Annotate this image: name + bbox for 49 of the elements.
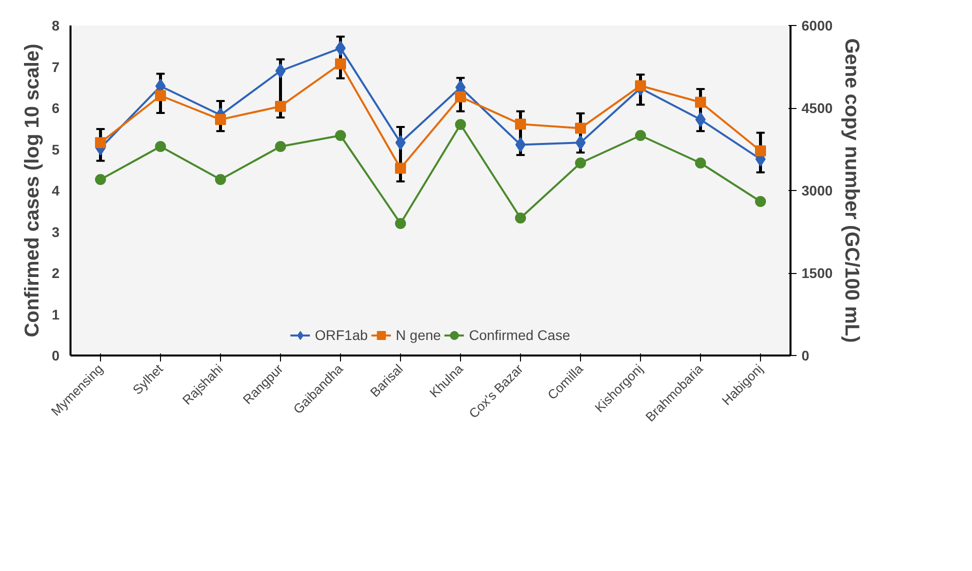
point: [275, 141, 286, 152]
y-tick-label: 4: [52, 182, 60, 198]
point: [95, 137, 106, 148]
point: [395, 135, 406, 150]
point: [455, 119, 466, 130]
point: [755, 196, 766, 207]
point: [515, 137, 526, 152]
point: [155, 141, 166, 152]
point: [335, 130, 346, 141]
y2-axis-title: Gene copy number (GC/100 mL): [840, 38, 863, 343]
point: [335, 58, 346, 70]
y2-tick-label: 4500: [802, 100, 833, 116]
point: [695, 112, 706, 128]
point: [455, 91, 466, 102]
point: [695, 158, 706, 168]
point: [215, 174, 226, 185]
point: [575, 122, 586, 134]
point: [575, 158, 586, 168]
y-tick-label: 6: [52, 100, 60, 116]
legend-label: Confirmed Case: [468, 327, 570, 343]
point: [335, 40, 346, 56]
point: [155, 90, 166, 102]
y-tick-label: 1: [52, 306, 60, 322]
point: [275, 63, 286, 78]
y2-tick-label: 3000: [802, 182, 833, 198]
point: [215, 114, 226, 126]
y-tick-label: 7: [52, 58, 60, 75]
y-axis-title: Confirmed cases (log 10 scale): [22, 44, 44, 338]
point: [395, 218, 406, 229]
y-tick-label: 0: [52, 348, 60, 364]
point: [755, 145, 766, 156]
point: [695, 96, 706, 108]
y2-tick-label: 6000: [802, 18, 833, 34]
legend-label: ORF1ab: [314, 327, 368, 343]
y-tick-label: 2: [52, 265, 60, 281]
legend-label: N gene: [396, 327, 441, 343]
y-tick-label: 8: [52, 18, 60, 34]
point: [275, 100, 286, 112]
point: [95, 174, 106, 185]
point: [635, 80, 646, 92]
point: [515, 212, 526, 224]
point: [515, 118, 526, 130]
y-tick-label: 5: [52, 141, 60, 158]
y2-tick-label: 0: [802, 348, 810, 364]
y2-tick-label: 1500: [802, 265, 833, 281]
point: [635, 130, 646, 141]
y-tick-label: 3: [52, 224, 60, 240]
point: [395, 162, 406, 174]
point: [575, 135, 586, 150]
